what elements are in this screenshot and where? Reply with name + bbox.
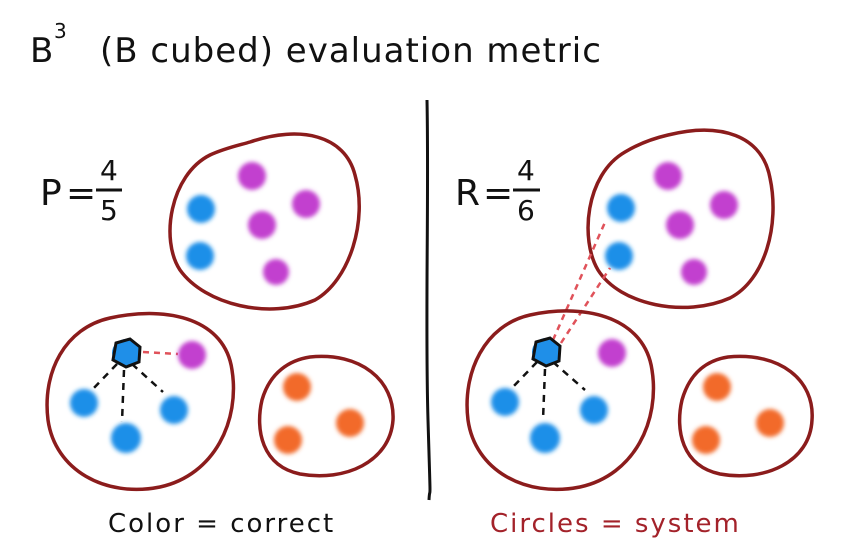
dot-orange-1 [283, 373, 311, 401]
dot-orange-5 [756, 409, 784, 437]
cluster-top-left [168, 132, 361, 311]
recall-denominator: 6 [517, 194, 535, 227]
left-panel: P = 4 5 Color = correct [40, 132, 395, 539]
precision-denominator: 5 [100, 194, 118, 227]
dot-magenta-6 [654, 162, 682, 190]
link-black-6 [552, 361, 586, 391]
dot-blue-10 [530, 423, 560, 453]
title: B 3 (B cubed) evaluation metric [30, 19, 602, 71]
link-red-precision [142, 350, 179, 356]
precision-letter: P [40, 173, 62, 214]
dot-blue-4 [160, 396, 188, 424]
cluster-bottom-left [45, 311, 236, 492]
dot-blue-8 [491, 388, 519, 416]
dot-blue-7 [605, 242, 633, 270]
dot-blue-9 [580, 396, 608, 424]
recall-numerator: 4 [517, 154, 535, 187]
caption-circles-system: Circles = system [490, 509, 741, 539]
link-black-3 [131, 363, 164, 393]
dot-orange-3 [274, 426, 302, 454]
dot-magenta-7 [710, 191, 738, 219]
hexagon-outline-icon [531, 336, 562, 368]
precision-formula: P = 4 5 [40, 154, 122, 227]
precision-numerator: 4 [100, 154, 118, 187]
dot-magenta-5 [178, 341, 206, 369]
dot-magenta-1 [238, 162, 266, 190]
cluster-orange-left [257, 354, 395, 478]
dot-blue-1 [187, 195, 215, 223]
link-black-1 [89, 363, 118, 393]
dot-magenta-10 [598, 339, 626, 367]
dot-blue-3 [70, 389, 98, 417]
hexagon-outline-icon [111, 337, 142, 369]
recall-formula: R = 4 6 [455, 154, 540, 227]
caption-color-correct: Color = correct [108, 509, 335, 539]
recall-letter: R [455, 173, 480, 214]
dot-blue-2 [186, 242, 214, 270]
dot-magenta-4 [263, 259, 289, 285]
title-superscript: 3 [54, 19, 67, 43]
dot-magenta-8 [666, 211, 694, 239]
link-black-2 [120, 369, 126, 423]
dot-orange-4 [703, 373, 731, 401]
cluster-top-right [586, 128, 775, 310]
dot-blue-6 [607, 194, 635, 222]
selected-item-right [531, 336, 562, 368]
link-red-recall-1 [551, 219, 608, 341]
cluster-orange-right [677, 354, 814, 478]
dot-blue-5 [111, 423, 141, 453]
right-panel: R = 4 6 Circ [455, 128, 814, 539]
title-rest: (B cubed) evaluation metric [100, 31, 602, 71]
link-black-4 [509, 361, 538, 391]
divider-line [425, 99, 432, 501]
precision-equals: = [66, 173, 96, 214]
dot-magenta-9 [681, 259, 707, 285]
dot-orange-2 [336, 409, 364, 437]
recall-equals: = [483, 173, 513, 214]
cluster-bottom-right [465, 309, 656, 492]
dot-magenta-2 [292, 190, 320, 218]
selected-item-left [111, 337, 142, 369]
title-main: B [30, 31, 54, 71]
dot-magenta-3 [248, 211, 276, 239]
link-black-5 [541, 368, 547, 421]
link-red-recall-2 [559, 267, 612, 344]
dot-orange-6 [692, 426, 720, 454]
